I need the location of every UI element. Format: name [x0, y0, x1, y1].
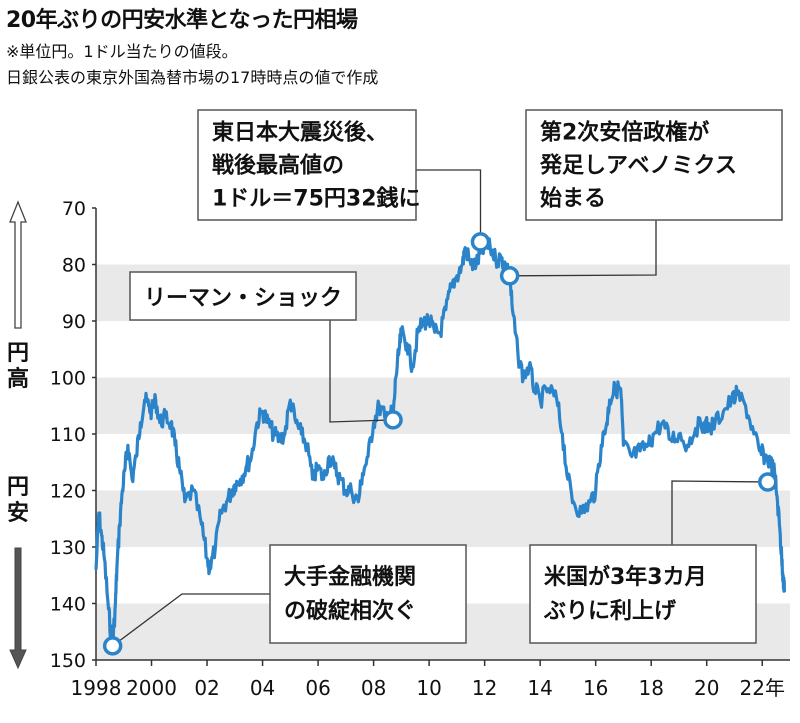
y-tick-label: 120 — [50, 481, 86, 503]
side-label-high: 高 — [7, 366, 29, 392]
annotation-text: 始まる — [540, 186, 606, 212]
annotation-text: 発足しアベノミクス — [539, 154, 737, 179]
annotation-text: 東日本大震災後、 — [212, 120, 388, 146]
y-tick-label: 90 — [62, 311, 86, 333]
annotation-text: リーマン・ショック — [144, 286, 342, 311]
annotation-marker — [383, 410, 403, 430]
annotation-leader — [329, 320, 394, 423]
annotation-text: の破綻相次ぐ — [284, 598, 416, 624]
annotation-leader — [671, 480, 768, 545]
annotation-marker — [499, 266, 520, 286]
x-tick-label: 2000 — [126, 676, 177, 700]
x-tick-label: 16 — [583, 676, 608, 700]
annotation-box — [197, 109, 417, 221]
annotation-text: 大手金融機関 — [284, 564, 416, 590]
side-label-low: 円 — [7, 475, 29, 500]
annotation-text: 第2次安倍政権が — [540, 120, 709, 146]
series-line — [94, 237, 786, 651]
x-tick-label: 18 — [638, 676, 663, 700]
chart-title: 20年ぶりの円安水準となった円相場 — [6, 8, 358, 33]
side-label-high: 円 — [7, 341, 29, 366]
side-label-low: 安 — [7, 500, 29, 526]
annotation-box — [525, 109, 783, 221]
annotation-marker — [470, 232, 491, 252]
annotation-marker — [102, 636, 123, 656]
x-tick-label: 10 — [416, 676, 441, 700]
grid-band — [96, 490, 790, 547]
x-tick-label: 02 — [194, 676, 219, 700]
y-tick-label: 70 — [62, 198, 86, 220]
annotation-leader — [509, 220, 657, 277]
unit-note: ※単位円。1ドル当たりの値段。 — [6, 42, 238, 61]
down-arrow-icon — [9, 547, 27, 670]
y-tick-label: 110 — [50, 424, 86, 446]
y-tick-label: 80 — [62, 255, 86, 277]
axes: 70 80 90 100 110 120 130 140 150 1998 2000 02 04 06 08… — [50, 198, 790, 700]
annotation-text: ぶりに利上げ — [543, 599, 677, 624]
annotation-text: 1ドル＝75円32銭に — [212, 186, 421, 212]
x-tick-label: 04 — [250, 676, 275, 700]
x-tick-label: 14 — [527, 676, 552, 700]
series-group — [94, 237, 786, 651]
x-tick-label: 22年 — [740, 676, 785, 700]
y-tick-label: 150 — [50, 650, 86, 672]
annotation-leader — [112, 593, 270, 647]
x-tick-label: 1998 — [71, 676, 122, 700]
annotation-text: 米国が3年3カ月 — [544, 564, 707, 590]
callouts: 東日本大震災後、戦後最高値の 1ドル＝75円32銭に 第2次安倍政権が発足しアベノミ… — [102, 109, 783, 656]
x-tick-label: 08 — [361, 676, 386, 700]
y-tick-label: 130 — [50, 537, 86, 559]
annotation-text: 戦後最高値の — [212, 153, 344, 179]
annotation-leader — [416, 169, 482, 242]
up-arrow-icon — [9, 200, 27, 329]
annotation-box — [529, 544, 757, 644]
y-tick-label: 100 — [50, 368, 86, 390]
x-tick-label: 12 — [472, 676, 497, 700]
source-note: 日銀公表の東京外国為替市場の17時時点の値で作成 — [6, 68, 379, 87]
y-tick-label: 140 — [50, 594, 86, 616]
annotation-box — [129, 271, 357, 321]
grid-band — [96, 377, 790, 434]
x-tick-label: 20 — [694, 676, 719, 700]
x-tick-label: 06 — [305, 676, 330, 700]
annotation-box — [269, 544, 467, 644]
annotation-marker — [758, 472, 778, 492]
